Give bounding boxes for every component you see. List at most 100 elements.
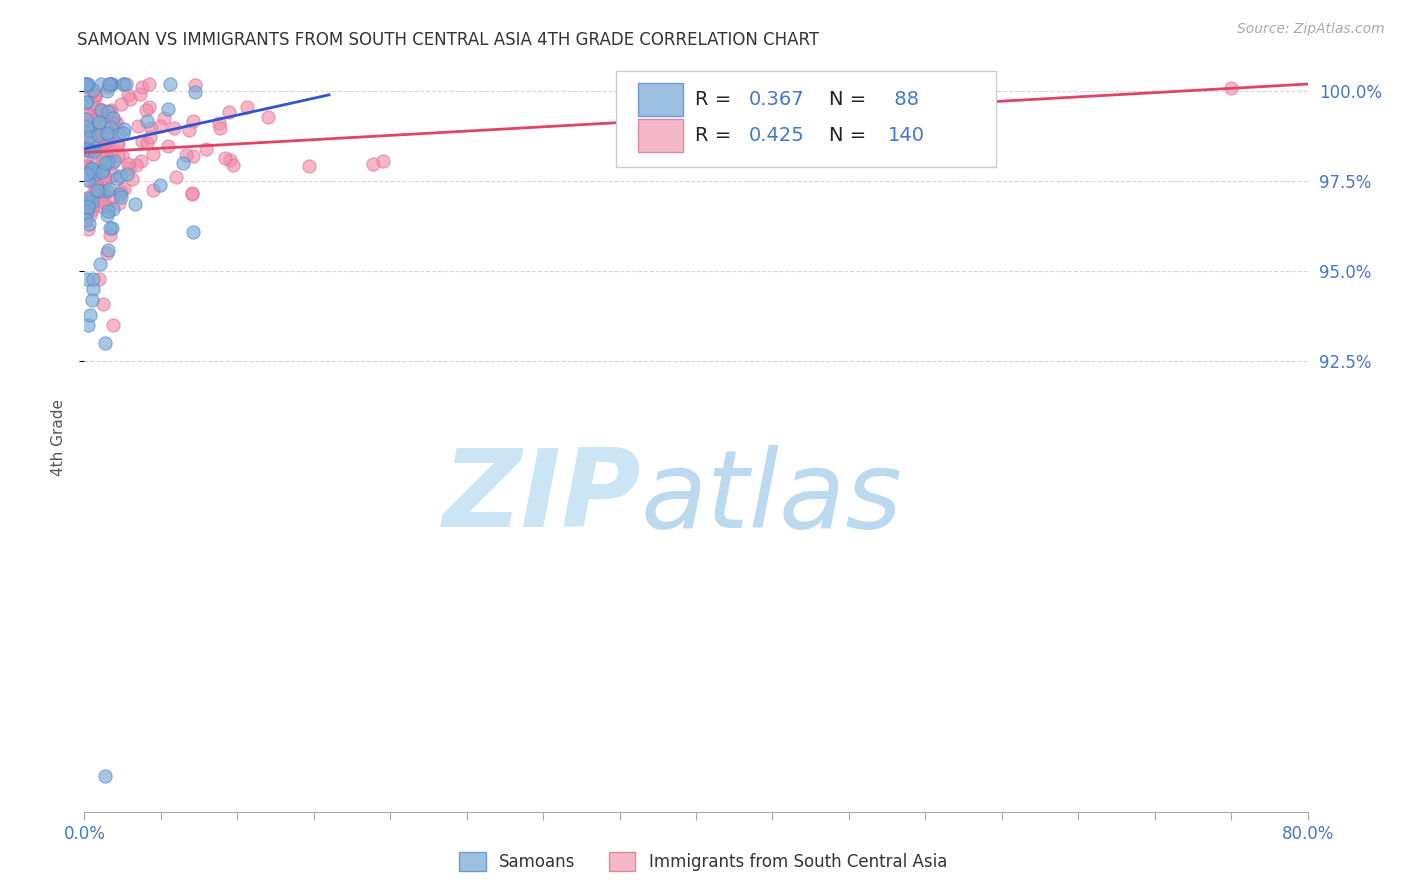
Point bbox=[83, 90, 105, 104]
Point bbox=[98, 228, 121, 243]
Point bbox=[79, 308, 101, 322]
Point bbox=[181, 225, 204, 239]
Point bbox=[108, 195, 131, 210]
Point bbox=[79, 174, 101, 188]
Point bbox=[214, 151, 236, 165]
Point bbox=[138, 100, 160, 114]
Point bbox=[83, 168, 105, 182]
Point bbox=[97, 105, 120, 120]
Point bbox=[100, 120, 122, 134]
Point bbox=[124, 158, 146, 172]
Point bbox=[361, 156, 384, 170]
Point bbox=[96, 127, 118, 141]
Point bbox=[165, 169, 187, 184]
Point bbox=[89, 103, 111, 118]
Point bbox=[82, 140, 104, 154]
Point bbox=[75, 78, 97, 93]
Point bbox=[97, 243, 120, 257]
Point bbox=[89, 107, 111, 121]
Point bbox=[91, 165, 114, 179]
Point bbox=[80, 195, 103, 210]
Point bbox=[139, 120, 162, 135]
Point bbox=[159, 77, 181, 91]
Point bbox=[184, 78, 207, 92]
Point bbox=[83, 178, 105, 193]
Point bbox=[82, 272, 104, 286]
Point bbox=[91, 297, 114, 311]
Point bbox=[117, 88, 139, 103]
Point bbox=[75, 142, 97, 156]
Point bbox=[235, 100, 257, 114]
Point bbox=[77, 142, 100, 156]
Point bbox=[75, 106, 97, 120]
Point bbox=[86, 110, 108, 124]
Point bbox=[100, 188, 122, 202]
Point bbox=[96, 84, 118, 98]
Point bbox=[100, 128, 122, 142]
Point bbox=[103, 168, 125, 182]
Point bbox=[75, 207, 97, 221]
Point bbox=[90, 147, 112, 161]
Point bbox=[163, 120, 186, 135]
Point bbox=[124, 197, 146, 211]
Point bbox=[76, 190, 98, 204]
Point bbox=[82, 282, 104, 296]
Point bbox=[195, 142, 218, 156]
Point bbox=[84, 88, 107, 103]
Point bbox=[1220, 80, 1243, 95]
Point bbox=[76, 149, 98, 163]
Text: 88: 88 bbox=[889, 90, 920, 110]
Point bbox=[90, 133, 112, 147]
Point bbox=[115, 167, 138, 181]
Point bbox=[108, 186, 131, 201]
Point bbox=[86, 120, 108, 135]
Point bbox=[149, 119, 172, 133]
Point bbox=[101, 220, 124, 235]
Point bbox=[105, 136, 128, 150]
Point bbox=[79, 133, 101, 147]
Point bbox=[121, 171, 143, 186]
Point bbox=[90, 140, 112, 154]
Point bbox=[218, 104, 240, 119]
Point bbox=[94, 336, 117, 351]
Point bbox=[103, 318, 125, 333]
Point bbox=[82, 83, 104, 97]
Point bbox=[97, 128, 120, 142]
Point bbox=[90, 77, 112, 91]
Point bbox=[80, 293, 103, 308]
Point bbox=[87, 115, 110, 129]
Text: 0.367: 0.367 bbox=[748, 90, 804, 110]
Point bbox=[80, 131, 103, 145]
Point bbox=[90, 199, 112, 213]
Point bbox=[120, 92, 142, 106]
Text: atlas: atlas bbox=[641, 444, 903, 549]
Point bbox=[86, 183, 108, 197]
Point bbox=[89, 257, 111, 271]
Point bbox=[77, 122, 100, 136]
Point bbox=[98, 77, 121, 91]
Point bbox=[87, 190, 110, 204]
Point bbox=[77, 130, 100, 145]
Point bbox=[93, 171, 115, 186]
Point bbox=[101, 111, 124, 125]
Point bbox=[110, 96, 132, 111]
Point bbox=[101, 77, 124, 91]
Point bbox=[208, 121, 231, 136]
Text: R =: R = bbox=[695, 90, 737, 110]
Point bbox=[131, 134, 153, 148]
Point bbox=[79, 145, 101, 159]
FancyBboxPatch shape bbox=[638, 84, 682, 116]
Point bbox=[75, 77, 97, 91]
Point bbox=[93, 194, 115, 209]
Point bbox=[98, 77, 121, 91]
Point bbox=[138, 77, 160, 91]
Point bbox=[82, 202, 104, 217]
Point bbox=[83, 135, 105, 149]
Point bbox=[142, 147, 165, 161]
Point bbox=[108, 169, 131, 183]
Point bbox=[89, 185, 111, 199]
Point bbox=[96, 246, 118, 260]
Y-axis label: 4th Grade: 4th Grade bbox=[51, 399, 66, 475]
Point bbox=[127, 120, 149, 134]
Point bbox=[257, 110, 280, 124]
